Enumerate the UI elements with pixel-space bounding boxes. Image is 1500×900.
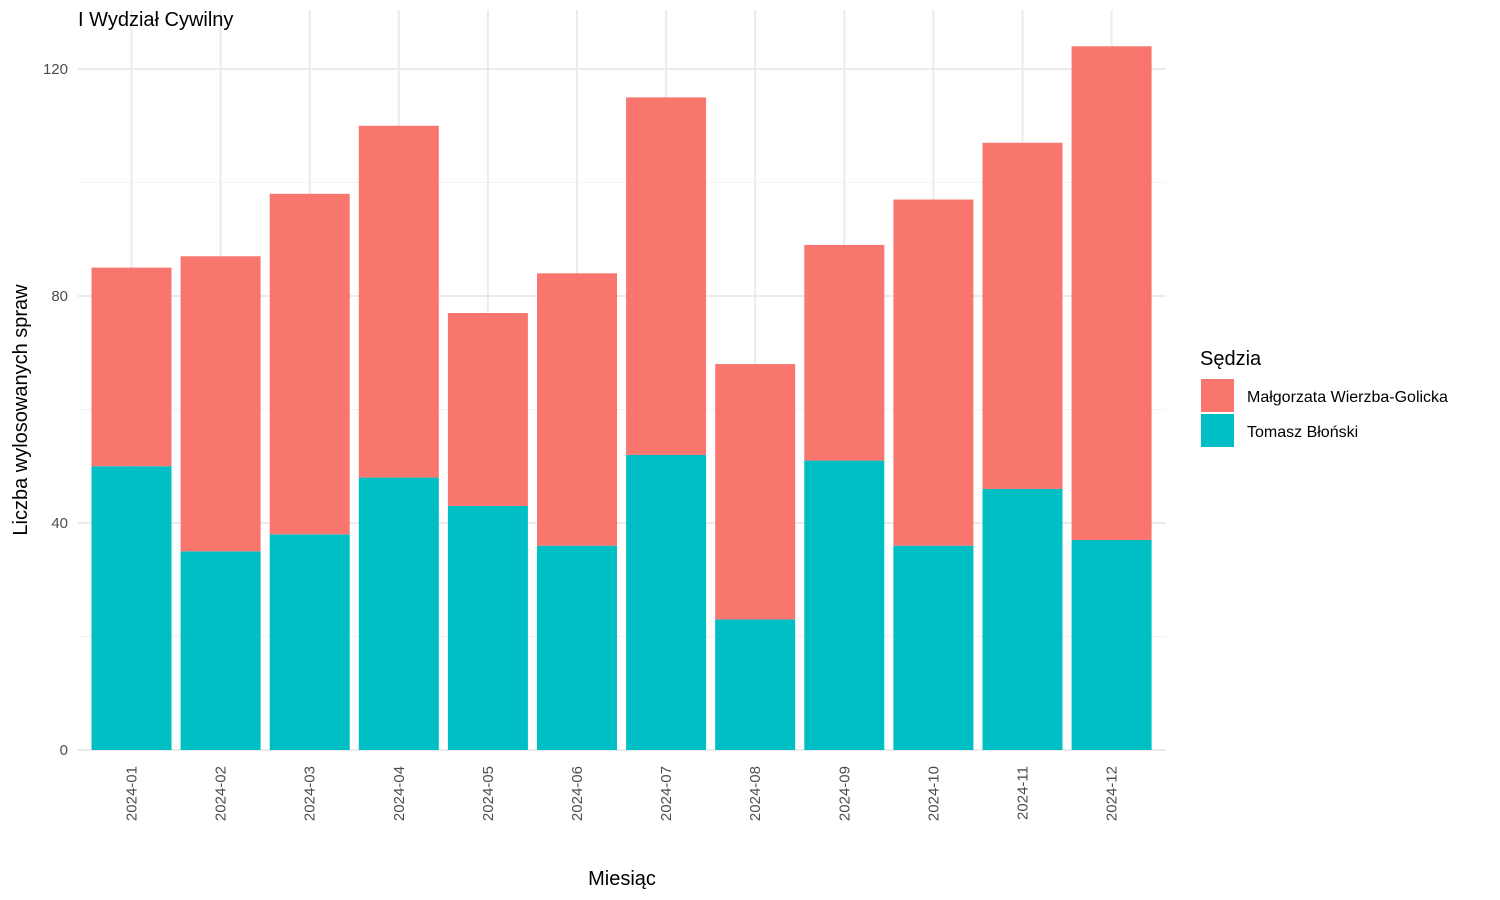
x-tick-label: 2024-03 — [302, 766, 319, 821]
bar-segment — [804, 460, 885, 750]
x-tick-label: 2024-01 — [124, 766, 141, 821]
bar-segment — [715, 364, 796, 620]
bar-segment — [91, 466, 172, 750]
bar-segment — [358, 477, 439, 750]
bar-segment — [1071, 46, 1152, 541]
bar-segment — [715, 619, 796, 750]
bar-segment — [269, 534, 350, 750]
legend-title: Sędzia — [1200, 348, 1262, 370]
y-tick-labels: 0 40 80 120 — [43, 61, 68, 759]
legend-label: Tomasz Błoński — [1247, 424, 1358, 441]
x-tick-label: 2024-09 — [836, 766, 853, 821]
bar-segment — [893, 199, 974, 546]
x-tick-label: 2024-05 — [480, 766, 497, 821]
bar-segment — [537, 545, 617, 750]
bar-segment — [1071, 540, 1152, 750]
bar-segment — [982, 488, 1063, 750]
x-axis-title: Miesiąc — [588, 868, 656, 890]
bar-segment — [180, 551, 261, 750]
bar-segment — [626, 97, 707, 455]
legend-key — [1201, 379, 1234, 412]
legend-key — [1201, 414, 1234, 447]
y-tick-label: 0 — [60, 742, 68, 759]
x-tick-label: 2024-11 — [1015, 766, 1032, 820]
x-tick-label: 2024-08 — [747, 766, 764, 821]
bar-segment — [91, 267, 172, 467]
chart-title: I Wydział Cywilny — [78, 9, 233, 31]
x-tick-label: 2024-10 — [925, 766, 942, 821]
bar-segment — [358, 125, 439, 478]
x-tick-label: 2024-04 — [391, 766, 408, 821]
bar-segment — [180, 256, 261, 552]
y-tick-label: 40 — [51, 515, 68, 532]
bar-segment — [447, 505, 528, 750]
bar-segment — [893, 545, 974, 750]
y-tick-label: 80 — [51, 288, 68, 305]
bar-segment — [626, 454, 707, 750]
bars — [91, 46, 1152, 750]
bar-segment — [537, 273, 617, 546]
x-tick-label: 2024-02 — [213, 766, 230, 821]
legend: Sędzia Małgorzata Wierzba-Golicka Tomasz … — [1200, 348, 1448, 447]
x-tick-labels: 2024-01 2024-02 2024-03 2024-04 2024-05 2024-… — [124, 766, 1121, 821]
bar-segment — [269, 193, 350, 535]
x-tick-label: 2024-12 — [1104, 766, 1121, 821]
x-tick-label: 2024-07 — [658, 766, 675, 821]
bar-segment — [447, 313, 528, 506]
y-axis-title: Liczba wylosowanych spraw — [10, 284, 32, 536]
bar-segment — [982, 142, 1063, 489]
y-tick-label: 120 — [43, 61, 68, 78]
legend-label: Małgorzata Wierzba-Golicka — [1247, 389, 1448, 406]
bar-segment — [804, 244, 885, 461]
x-tick-label: 2024-06 — [569, 766, 586, 821]
